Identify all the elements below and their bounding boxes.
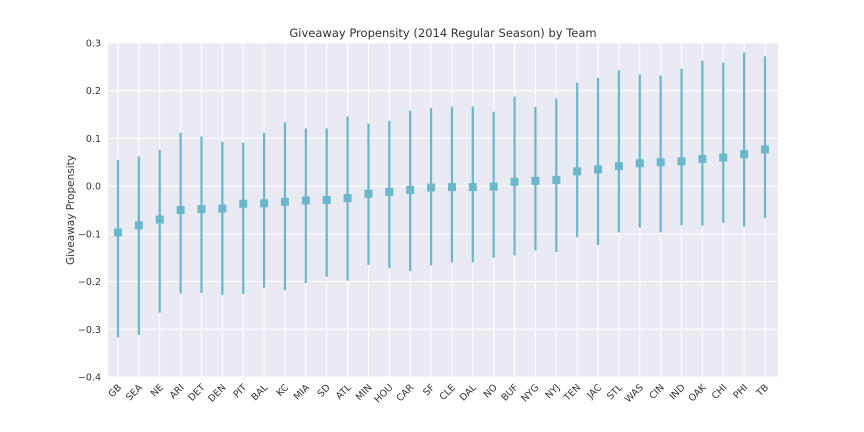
y-tick-label: −0.4 bbox=[78, 373, 101, 384]
y-tick-label: 0.2 bbox=[86, 86, 101, 97]
x-tick-label-sea: SEA bbox=[124, 382, 145, 403]
x-tick-label-gb: GB bbox=[107, 382, 125, 400]
marker-was bbox=[635, 159, 644, 168]
marker-pit bbox=[239, 199, 248, 208]
marker-mia bbox=[301, 196, 310, 205]
x-tick-label-was: WAS bbox=[623, 382, 646, 405]
marker-den bbox=[218, 204, 227, 213]
marker-oak bbox=[698, 154, 707, 163]
x-tick-label-atl: ATL bbox=[334, 382, 354, 402]
marker-tb bbox=[761, 145, 769, 154]
x-tick-label-ind: IND bbox=[668, 382, 688, 402]
x-tick-label-ari: ARI bbox=[168, 382, 187, 401]
marker-dal bbox=[468, 183, 477, 192]
chart-title: Giveaway Propensity (2014 Regular Season… bbox=[289, 26, 596, 40]
x-tick-label-bal: BAL bbox=[249, 382, 270, 403]
y-tick-label: 0.3 bbox=[86, 39, 101, 50]
y-axis-label: Giveaway Propensity bbox=[65, 155, 77, 265]
x-tick-label-no: NO bbox=[482, 382, 500, 400]
x-tick-label-den: DEN bbox=[206, 382, 228, 404]
marker-ne bbox=[155, 215, 164, 224]
y-tick-labels: 0.3 0.2 0.1 0.0 −0.1 −0.2 −0.3 −0.4 bbox=[78, 39, 101, 384]
marker-nyg bbox=[531, 176, 540, 185]
marker-sea bbox=[134, 221, 143, 230]
marker-ind bbox=[677, 157, 686, 166]
x-tick-label-car: CAR bbox=[395, 382, 417, 404]
marker-min bbox=[364, 189, 373, 198]
marker-ten bbox=[573, 167, 582, 176]
x-tick-label-kc: KC bbox=[275, 382, 292, 399]
x-tick-label-nyg: NYG bbox=[519, 382, 541, 404]
marker-sf bbox=[427, 183, 436, 192]
marker-chi bbox=[719, 153, 728, 162]
x-tick-label-cin: CIN bbox=[647, 382, 666, 401]
y-tick-label: 0.0 bbox=[86, 182, 101, 193]
marker-jac bbox=[594, 165, 603, 174]
y-tick-label: 0.1 bbox=[86, 134, 101, 145]
markers bbox=[114, 145, 769, 237]
marker-stl bbox=[614, 162, 623, 171]
x-tick-label-tb: TB bbox=[754, 382, 771, 399]
marker-ari bbox=[176, 206, 185, 214]
x-tick-label-mia: MIA bbox=[292, 382, 313, 403]
x-tick-label-phi: PHI bbox=[731, 382, 750, 401]
x-tick-label-stl: STL bbox=[605, 382, 625, 402]
marker-bal bbox=[260, 199, 269, 208]
x-tick-label-jac: JAC bbox=[585, 382, 605, 402]
marker-buf bbox=[510, 177, 519, 186]
x-tick-label-dal: DAL bbox=[458, 382, 480, 404]
x-tick-label-ne: NE bbox=[149, 382, 166, 399]
y-tick-label: −0.1 bbox=[78, 229, 101, 240]
marker-phi bbox=[740, 150, 749, 159]
x-tick-label-det: DET bbox=[186, 382, 207, 403]
marker-car bbox=[406, 185, 415, 194]
x-tick-label-pit: PIT bbox=[231, 382, 249, 400]
marker-det bbox=[197, 205, 206, 214]
marker-gb bbox=[114, 228, 122, 237]
marker-cin bbox=[656, 158, 665, 167]
marker-cle bbox=[447, 183, 456, 192]
plot-background bbox=[108, 43, 778, 377]
marker-sd bbox=[322, 195, 331, 204]
x-tick-label-sd: SD bbox=[316, 382, 333, 399]
x-tick-label-chi: CHI bbox=[710, 382, 730, 402]
x-tick-label-nyj: NYJ bbox=[544, 382, 563, 401]
y-tick-label: −0.3 bbox=[78, 325, 101, 336]
x-tick-label-sf: SF bbox=[421, 382, 437, 398]
x-tick-label-hou: HOU bbox=[372, 382, 395, 405]
marker-kc bbox=[280, 197, 289, 206]
x-tick-label-min: MIN bbox=[354, 382, 375, 403]
marker-nyj bbox=[552, 175, 561, 184]
marker-no bbox=[489, 182, 498, 191]
marker-hou bbox=[385, 187, 394, 196]
y-tick-label: −0.2 bbox=[78, 277, 101, 288]
x-tick-label-cle: CLE bbox=[438, 382, 458, 402]
x-tick-label-oak: OAK bbox=[687, 382, 709, 404]
x-tick-label-buf: BUF bbox=[500, 382, 521, 403]
x-tick-label-ten: TEN bbox=[561, 382, 583, 404]
marker-atl bbox=[343, 194, 352, 203]
